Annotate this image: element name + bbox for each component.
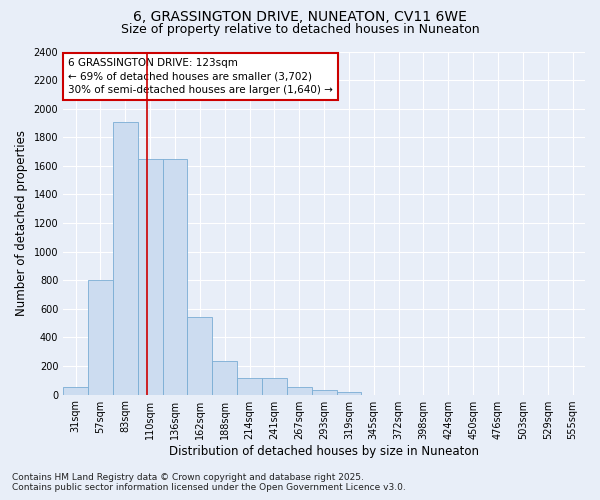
- Bar: [187, 318, 212, 394]
- Bar: [311, 390, 337, 394]
- Text: 6 GRASSINGTON DRIVE: 123sqm
← 69% of detached houses are smaller (3,702)
30% of : 6 GRASSINGTON DRIVE: 123sqm ← 69% of det…: [68, 58, 333, 95]
- Bar: [138, 158, 163, 394]
- Bar: [113, 122, 138, 394]
- Bar: [337, 392, 361, 394]
- Bar: [63, 386, 88, 394]
- Text: 6, GRASSINGTON DRIVE, NUNEATON, CV11 6WE: 6, GRASSINGTON DRIVE, NUNEATON, CV11 6WE: [133, 10, 467, 24]
- Bar: [163, 158, 187, 394]
- Bar: [287, 386, 311, 394]
- Bar: [262, 378, 287, 394]
- Y-axis label: Number of detached properties: Number of detached properties: [15, 130, 28, 316]
- Bar: [88, 280, 113, 394]
- Bar: [212, 361, 237, 394]
- Bar: [237, 378, 262, 394]
- Text: Contains HM Land Registry data © Crown copyright and database right 2025.
Contai: Contains HM Land Registry data © Crown c…: [12, 473, 406, 492]
- X-axis label: Distribution of detached houses by size in Nuneaton: Distribution of detached houses by size …: [169, 444, 479, 458]
- Text: Size of property relative to detached houses in Nuneaton: Size of property relative to detached ho…: [121, 22, 479, 36]
